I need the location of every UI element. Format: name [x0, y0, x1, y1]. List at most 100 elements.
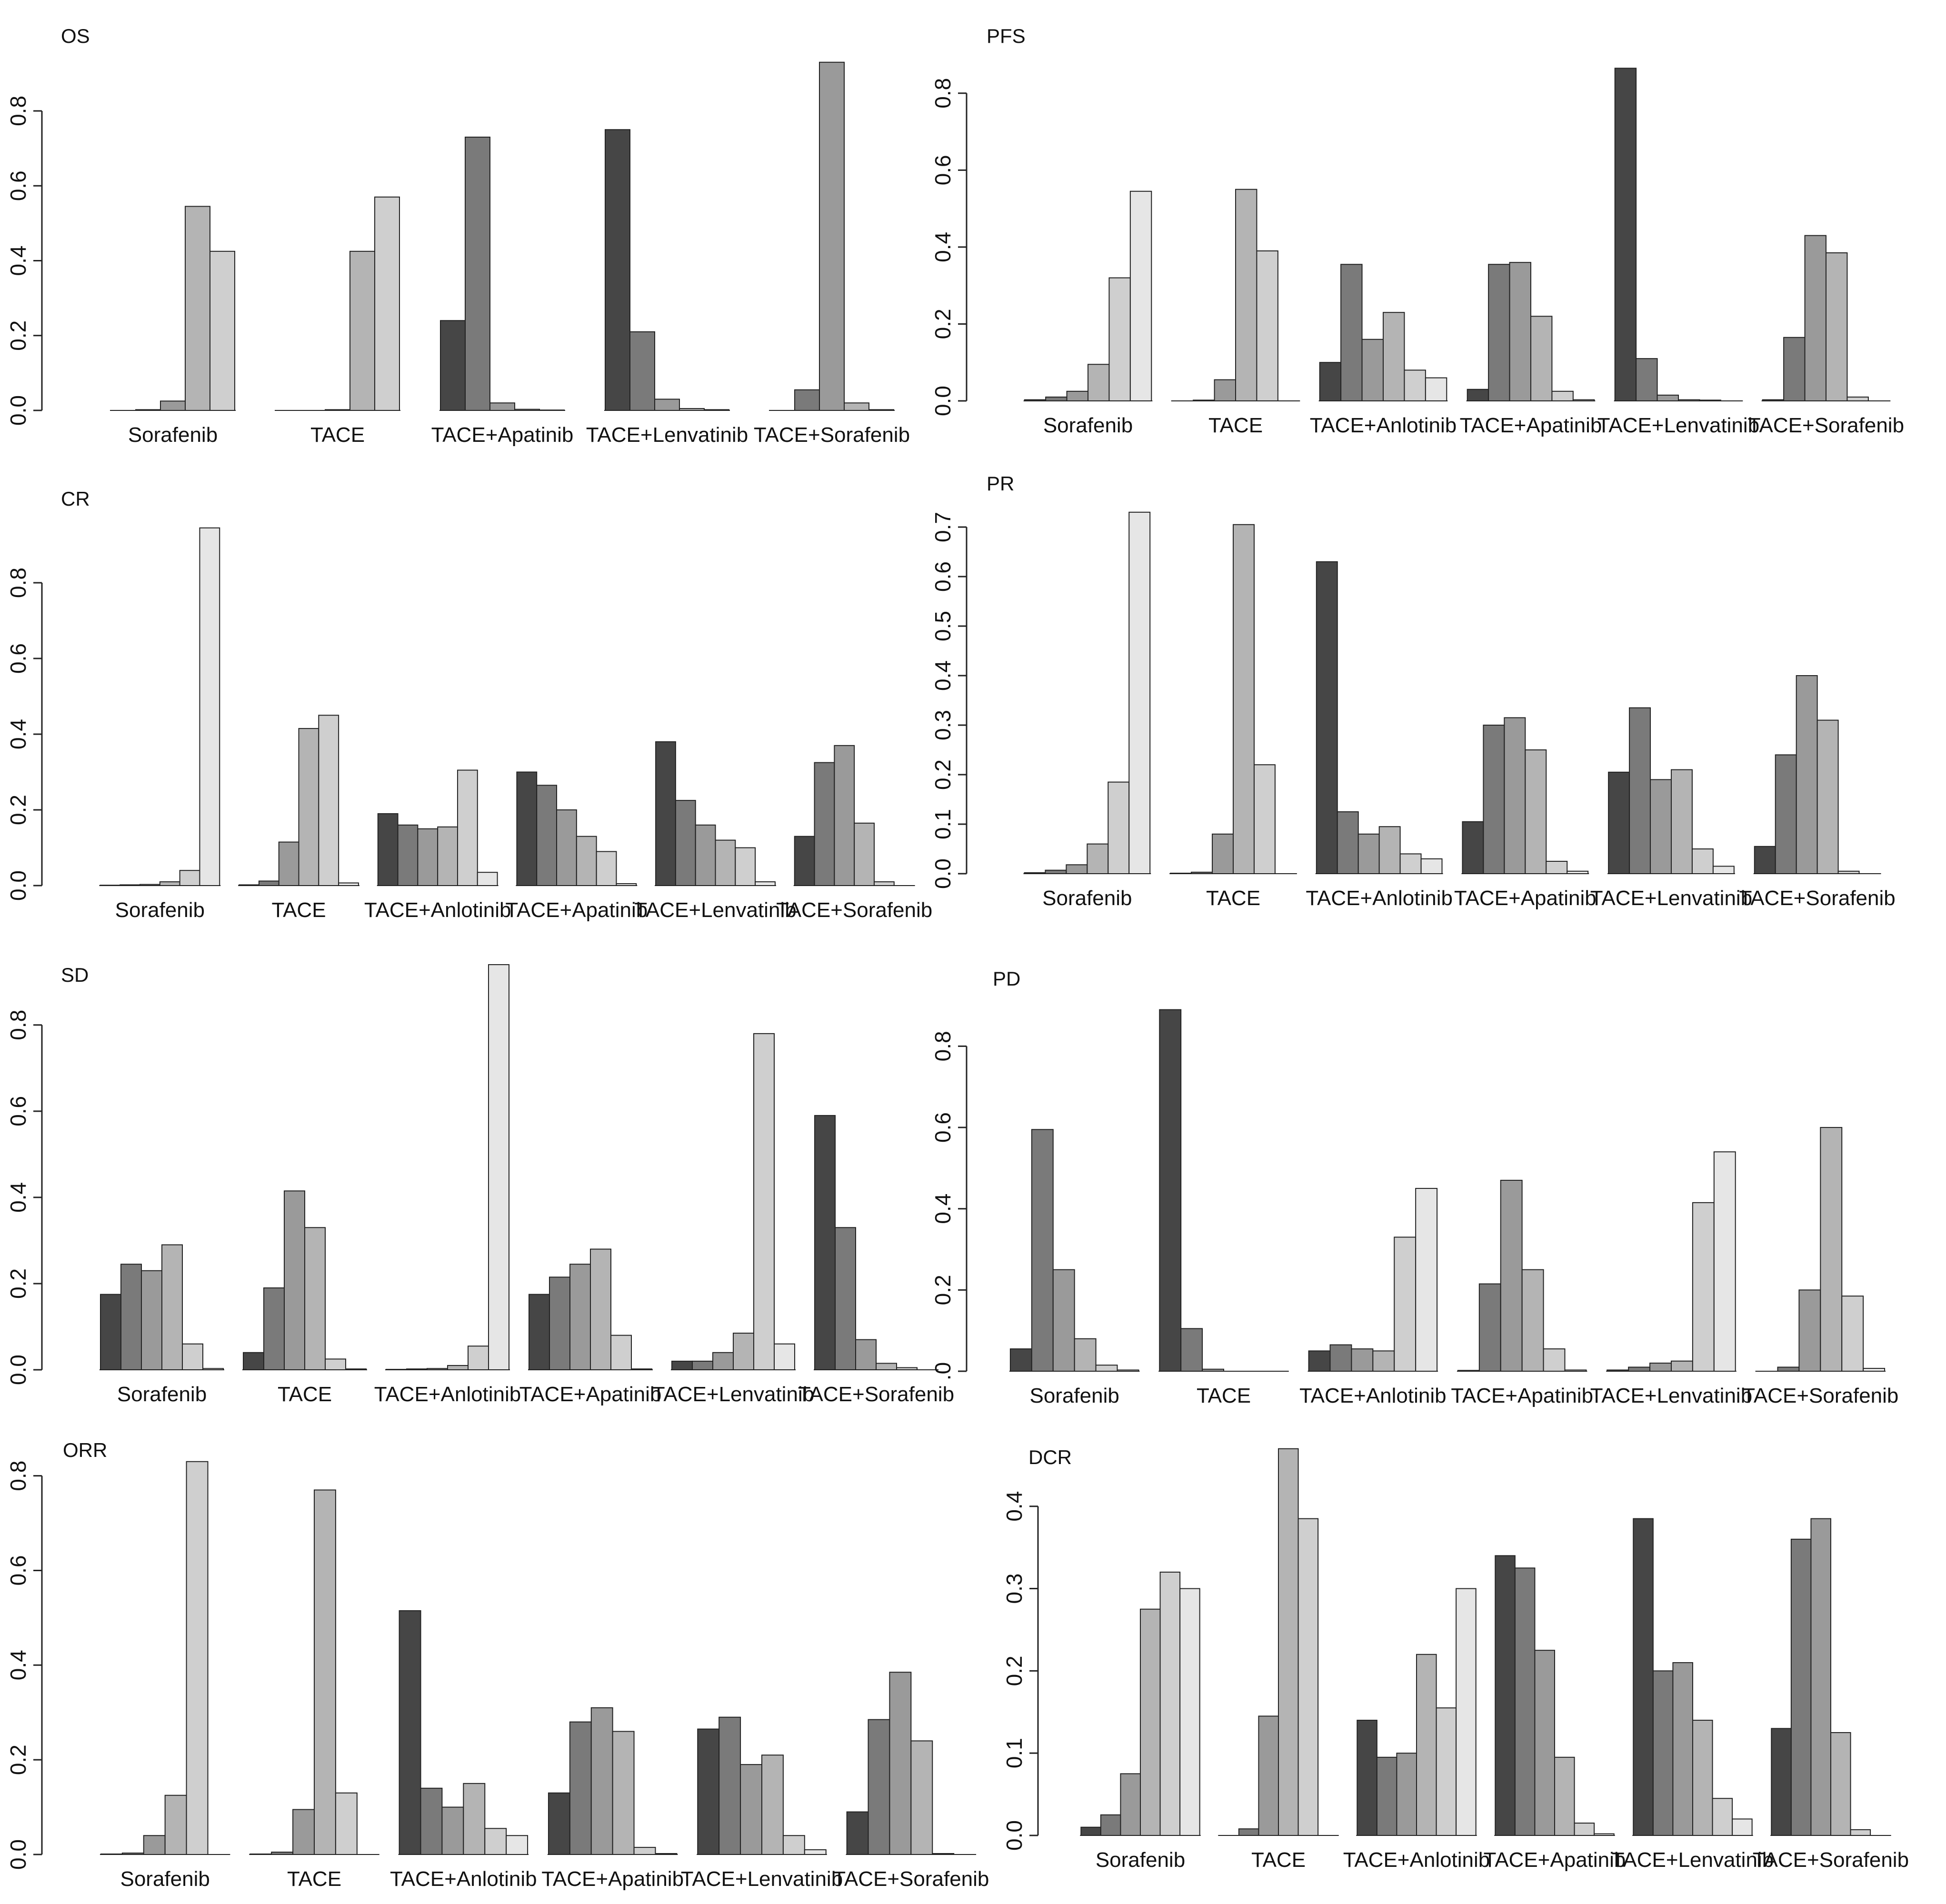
x-category-label: TACE+Sorafenib [754, 423, 910, 447]
bar-pr-tace-rank-3 [1212, 833, 1234, 875]
bar-cr-tace-plus-sorafenib-rank-5 [873, 881, 895, 887]
bar-pd-tace-rank-2 [1180, 1328, 1203, 1372]
bar-pfs-tace-plus-lenvatinib-rank-4 [1678, 399, 1700, 401]
bar-pr-tace-rank-4 [1233, 524, 1255, 875]
bar-dcr-tace-plus-lenvatinib-rank-3 [1672, 1662, 1694, 1836]
bar-pd-tace-plus-apatinib-rank-3 [1500, 1179, 1523, 1372]
bar-dcr-tace-rank-2 [1238, 1828, 1259, 1836]
x-category-label: TACE+Anlotinib [1310, 414, 1457, 437]
y-tick-label: 0.0 [930, 858, 955, 889]
bar-orr-tace-plus-anlotinib-rank-4 [463, 1783, 486, 1855]
bar-cr-tace-rank-4 [298, 728, 319, 886]
bar-pfs-sorafenib-rank-2 [1045, 396, 1068, 402]
bar-os-sorafenib-rank-3 [160, 400, 186, 411]
x-category-label: TACE+Sorafenib [776, 898, 932, 922]
bar-pfs-tace-plus-apatinib-rank-2 [1488, 264, 1510, 401]
bar-pfs-tace-rank-5 [1256, 250, 1278, 401]
x-category-label: TACE+Apatinib [1460, 414, 1602, 437]
x-category-label: TACE+Anlotinib [1343, 1848, 1490, 1872]
bar-sd-tace-rank-4 [304, 1227, 326, 1371]
bar-pd-tace-rank-1 [1159, 1009, 1182, 1372]
panel-os: OS 0.0 0.2 0.4 0.6 0.8 Sorafenib TACE TACE+Apati… [6, 25, 910, 447]
bar-pfs-tace-plus-lenvatinib-rank-5 [1699, 399, 1721, 402]
bar-sd-tace-plus-apatinib-rank-4 [590, 1248, 611, 1371]
bar-pr-tace-plus-sorafenib-rank-1 [1754, 846, 1776, 875]
bar-pd-sorafenib-rank-5 [1095, 1365, 1118, 1372]
bar-cr-tace-plus-lenvatinib-rank-3 [695, 824, 716, 887]
bar-pd-tace-plus-sorafenib-rank-2 [1777, 1366, 1800, 1372]
bar-dcr-tace-rank-5 [1297, 1518, 1319, 1836]
bar-dcr-sorafenib-rank-1 [1080, 1826, 1101, 1836]
panel-sd: SD 0.0 0.2 0.4 0.6 0.8 Sorafenib TACE TACE+Anlot… [6, 964, 954, 1406]
bar-pr-sorafenib-rank-3 [1066, 864, 1088, 875]
bar-orr-tace-plus-lenvatinib-rank-6 [804, 1849, 827, 1855]
bar-os-tace-plus-apatinib-rank-2 [465, 136, 490, 411]
bar-orr-tace-plus-sorafenib-rank-1 [846, 1811, 869, 1855]
bar-orr-tace-plus-lenvatinib-rank-3 [740, 1764, 762, 1855]
x-category-label: Sorafenib [1043, 414, 1133, 437]
bar-dcr-tace-plus-anlotinib-rank-5 [1436, 1707, 1457, 1836]
x-category-label: TACE+Lenvatinib [634, 898, 796, 922]
x-category-label: TACE+Sorafenib [1753, 1848, 1909, 1872]
bar-cr-tace-rank-3 [278, 841, 299, 886]
bar-sd-sorafenib-rank-5 [182, 1343, 203, 1371]
bar-pr-tace-rank-1 [1170, 872, 1192, 874]
bar-pd-tace-plus-lenvatinib-rank-2 [1628, 1366, 1651, 1372]
bar-dcr-sorafenib-rank-6 [1179, 1588, 1200, 1836]
y-tick-label: 0.1 [930, 809, 955, 839]
x-category-label: TACE+Lenvatinib [1590, 887, 1752, 910]
y-tick-label: 0.2 [930, 1275, 955, 1305]
bar-os-sorafenib-rank-4 [185, 206, 210, 411]
bar-orr-tace-plus-anlotinib-rank-1 [399, 1610, 421, 1855]
bar-dcr-tace-plus-anlotinib-rank-6 [1456, 1588, 1477, 1836]
bar-cr-tace-plus-apatinib-rank-3 [556, 809, 577, 886]
bar-pfs-tace-plus-anlotinib-rank-3 [1361, 339, 1384, 401]
bar-cr-tace-plus-apatinib-rank-1 [516, 771, 538, 886]
bar-sd-tace-plus-anlotinib-rank-1 [386, 1369, 407, 1370]
x-category-label: Sorafenib [1029, 1384, 1119, 1407]
bar-dcr-tace-plus-apatinib-rank-6 [1594, 1833, 1615, 1836]
y-tick-label: 0.2 [930, 759, 955, 790]
bar-dcr-tace-rank-3 [1258, 1715, 1279, 1836]
bar-pd-tace-plus-sorafenib-rank-4 [1820, 1127, 1843, 1372]
bar-pr-tace-plus-lenvatinib-rank-2 [1629, 707, 1651, 874]
bar-pfs-sorafenib-rank-5 [1108, 277, 1131, 401]
x-category-label: TACE+Sorafenib [1748, 414, 1904, 437]
bar-pd-tace-plus-sorafenib-rank-6 [1863, 1368, 1886, 1372]
bar-cr-sorafenib-rank-5 [179, 870, 200, 886]
bar-sd-tace-plus-apatinib-rank-3 [569, 1264, 591, 1370]
bar-pr-tace-plus-lenvatinib-rank-3 [1650, 779, 1672, 875]
bar-sd-tace-rank-6 [345, 1368, 367, 1370]
bar-pr-tace-plus-sorafenib-rank-4 [1816, 719, 1839, 874]
x-category-label: TACE+Apatinib [1484, 1848, 1626, 1872]
bar-os-tace-plus-sorafenib-rank-5 [868, 409, 894, 411]
bar-pr-tace-plus-sorafenib-rank-2 [1775, 754, 1797, 875]
bar-pd-tace-plus-apatinib-rank-2 [1478, 1283, 1501, 1372]
bar-os-tace-plus-sorafenib-rank-2 [794, 389, 820, 411]
bar-cr-tace-plus-anlotinib-rank-5 [457, 769, 478, 887]
y-tick-label: 0.2 [930, 309, 955, 339]
bar-pd-tace-plus-apatinib-rank-4 [1521, 1269, 1544, 1372]
bar-dcr-tace-plus-apatinib-rank-2 [1514, 1567, 1536, 1836]
bar-pr-tace-rank-5 [1253, 764, 1276, 874]
y-tick-label: 0.6 [6, 1096, 30, 1126]
y-tick-label: 0.3 [1002, 1574, 1027, 1604]
bar-cr-tace-plus-apatinib-rank-4 [576, 836, 597, 887]
y-tick-label: 0.4 [930, 1194, 955, 1224]
bar-pfs-tace-plus-anlotinib-rank-6 [1425, 377, 1447, 401]
bar-cr-tace-plus-sorafenib-rank-2 [814, 762, 835, 886]
bar-pr-tace-plus-apatinib-rank-2 [1483, 725, 1505, 874]
bar-pr-tace-plus-anlotinib-rank-1 [1316, 561, 1338, 875]
bar-cr-tace-plus-sorafenib-rank-4 [854, 822, 875, 886]
y-tick-label: 0.6 [6, 1555, 30, 1585]
bar-pr-tace-plus-lenvatinib-rank-6 [1712, 866, 1735, 875]
x-category-label: TACE+Sorafenib [833, 1867, 989, 1891]
bar-pr-tace-plus-anlotinib-rank-2 [1337, 811, 1359, 874]
bar-pd-tace-plus-lenvatinib-rank-4 [1671, 1360, 1693, 1372]
bar-pd-tace-plus-lenvatinib-rank-1 [1607, 1369, 1629, 1372]
x-category-label: TACE+Sorafenib [1739, 887, 1896, 910]
panel-title: PD [993, 967, 1020, 990]
y-tick-label: 0.3 [930, 710, 955, 740]
panel-title: OS [61, 25, 90, 47]
